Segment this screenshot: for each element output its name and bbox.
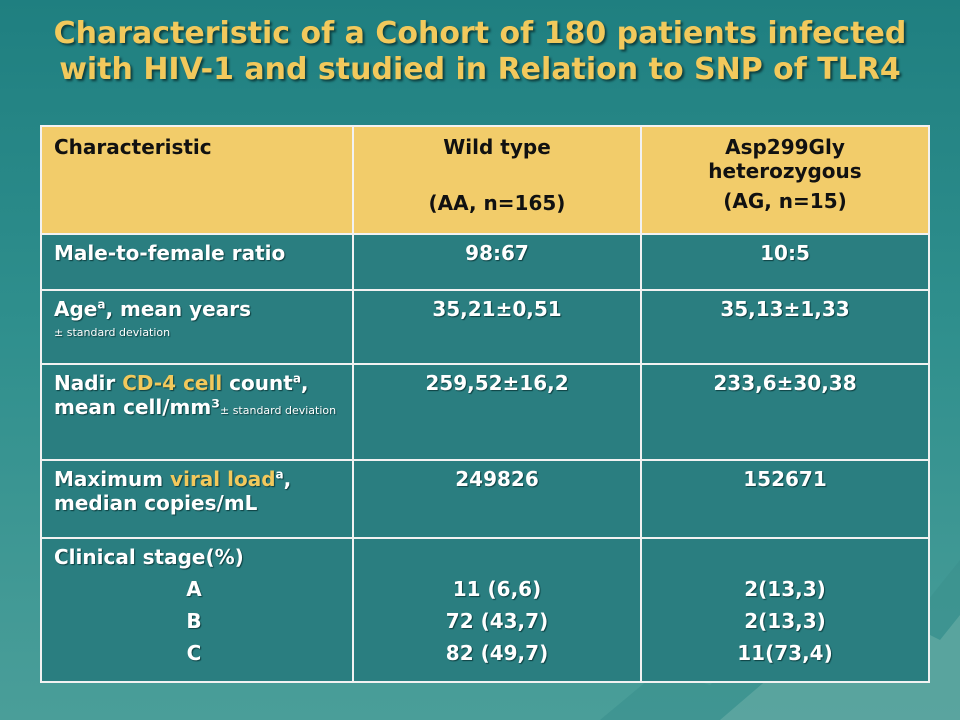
ratio-wild: 98:67 [352,233,642,291]
stage-letter-a: A [186,577,202,601]
stage-asp-a: 2(13,3) [744,577,826,601]
stage-label: Clinical stage(%) A B C [40,537,354,683]
age-wild: 35,21±0,51 [352,289,642,365]
age-note: ± standard deviation [54,326,171,339]
stage-letters: A B C [54,577,334,665]
characteristics-table: Characteristic Wild type (AA, n=165) Asp… [40,125,930,683]
stage-wild: 11 (6,6) 72 (43,7) 82 (49,7) [352,537,642,683]
stage-asp-b: 2(13,3) [744,609,826,633]
stage-wild-c: 82 (49,7) [445,641,549,665]
age-asp: 35,13±1,33 [640,289,930,365]
header-characteristic: Characteristic [40,125,354,235]
viral-label: Maximum viral loada, median copies/mL [40,459,354,539]
ratio-asp: 10:5 [640,233,930,291]
slide-title: Characteristic of a Cohort of 180 patien… [53,16,907,87]
header-asp299gly: Asp299Gly heterozygous (AG, n=15) [640,125,930,235]
header-wild-type: Wild type (AA, n=165) [352,125,642,235]
stage-wild-b: 72 (43,7) [445,609,549,633]
table-row-age: Agea, mean years ± standard deviation 35… [40,289,930,365]
cd4-asp: 233,6±30,38 [640,363,930,461]
age-label: Agea, mean years ± standard deviation [40,289,354,365]
stage-asp-c: 11(73,4) [737,641,833,665]
table-row-ratio: Male-to-female ratio 98:67 10:5 [40,233,930,291]
stage-letter-c: C [186,641,202,665]
table-row-viral: Maximum viral loada, median copies/mL 24… [40,459,930,539]
stage-asp: 2(13,3) 2(13,3) 11(73,4) [640,537,930,683]
cd4-wild: 259,52±16,2 [352,363,642,461]
stage-wild-a: 11 (6,6) [452,577,542,601]
viral-asp: 152671 [640,459,930,539]
cd4-label: Nadir CD-4 cell counta, mean cell/mm³± s… [40,363,354,461]
table-row-cd4: Nadir CD-4 cell counta, mean cell/mm³± s… [40,363,930,461]
table-header-row: Characteristic Wild type (AA, n=165) Asp… [40,125,930,235]
table-row-stage: Clinical stage(%) A B C 11 (6,6) 72 (43,… [40,537,930,683]
stage-letter-b: B [186,609,202,633]
viral-wild: 249826 [352,459,642,539]
ratio-label: Male-to-female ratio [40,233,354,291]
